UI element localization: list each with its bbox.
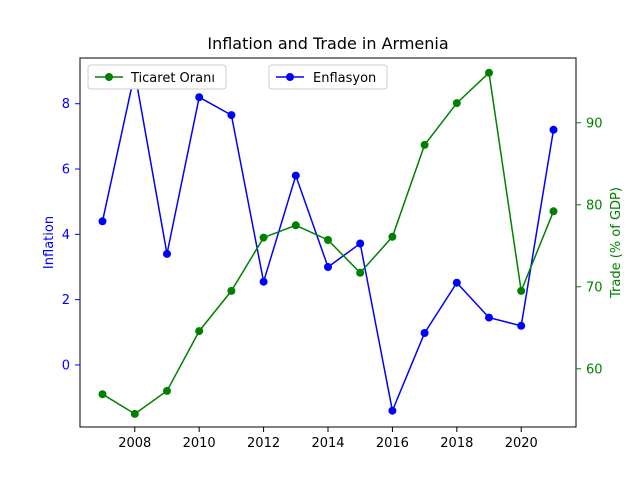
left-y-axis-title: Inflation: [42, 216, 57, 269]
data-point-inflation: [517, 321, 526, 330]
data-point-trade: [388, 232, 397, 241]
left-y-tick-label: 6: [62, 163, 70, 178]
chart-title: Inflation and Trade in Armenia: [207, 34, 448, 53]
left-y-tick-label: 4: [62, 228, 70, 243]
data-point-inflation: [356, 239, 365, 248]
x-tick-label: 2012: [247, 436, 280, 451]
right-y-tick-label: 60: [586, 362, 603, 377]
right-y-tick-label: 70: [586, 280, 603, 295]
data-point-trade: [452, 99, 461, 108]
data-point-trade: [485, 68, 493, 77]
data-point-trade: [259, 233, 268, 242]
data-point-inflation: [388, 406, 397, 415]
data-point-trade: [291, 221, 300, 230]
data-point-inflation: [227, 111, 236, 120]
series-layer: [98, 68, 558, 418]
right-y-axis-title: Trade (% of GDP): [609, 187, 624, 299]
data-point-trade: [98, 390, 107, 399]
data-point-inflation: [324, 263, 332, 271]
legend-inflation-marker-icon: [286, 73, 294, 81]
data-point-inflation: [291, 171, 300, 180]
x-axis: 2008 2010 2012 2014 2016 2018 2020: [118, 427, 538, 451]
data-point-trade: [195, 327, 204, 336]
data-point-inflation: [549, 125, 558, 134]
right-y-axis: 60 70 80 90: [576, 116, 603, 377]
data-point-trade: [420, 140, 429, 149]
legend-inflation-label: Enflasyon: [313, 71, 376, 86]
data-point-trade: [549, 207, 558, 216]
data-point-inflation: [163, 249, 171, 258]
x-tick-label: 2016: [376, 436, 409, 451]
data-point-inflation: [195, 93, 204, 102]
left-y-axis: 0 2 4 6 8: [62, 97, 80, 373]
data-point-inflation: [420, 329, 429, 337]
legend-trade: Ticaret Oranı: [87, 64, 227, 90]
left-y-tick-label: 0: [62, 358, 70, 373]
data-point-inflation: [485, 313, 493, 322]
right-y-tick-label: 80: [586, 198, 603, 213]
x-tick-label: 2018: [440, 436, 473, 451]
x-tick-label: 2010: [183, 436, 216, 451]
data-point-trade: [227, 286, 236, 295]
data-point-trade: [356, 268, 365, 277]
legend-trade-label: Ticaret Oranı: [130, 71, 215, 86]
data-point-trade: [324, 236, 332, 244]
legend-trade-marker-icon: [105, 73, 113, 81]
x-tick-label: 2014: [311, 436, 344, 451]
data-point-trade: [517, 286, 526, 295]
data-point-inflation: [98, 217, 107, 226]
left-y-tick-label: 2: [62, 293, 70, 308]
left-y-tick-label: 8: [62, 97, 70, 112]
data-point-trade: [130, 409, 139, 418]
data-point-inflation: [452, 278, 461, 287]
x-tick-label: 2008: [118, 436, 151, 451]
data-point-inflation: [259, 277, 268, 286]
data-point-trade: [163, 386, 171, 395]
legend-inflation: Enflasyon: [268, 64, 388, 90]
x-tick-label: 2020: [505, 436, 538, 451]
right-y-tick-label: 90: [586, 116, 603, 131]
